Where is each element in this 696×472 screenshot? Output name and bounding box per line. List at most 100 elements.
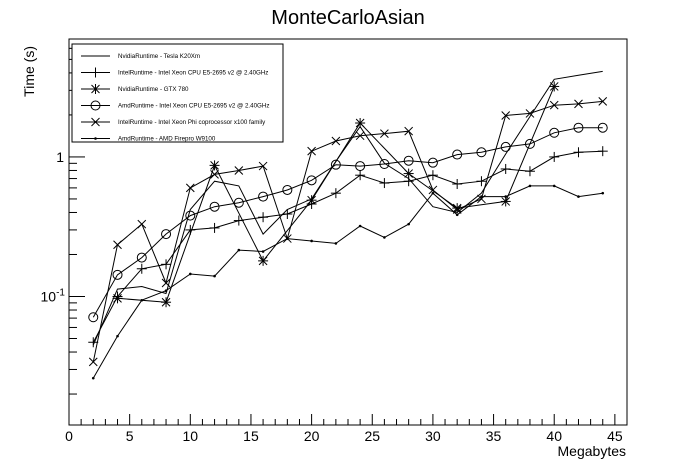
data-point — [601, 191, 605, 195]
data-point — [113, 240, 122, 250]
series — [91, 184, 605, 380]
x-tick-label: 40 — [546, 428, 562, 444]
data-point — [403, 155, 414, 166]
data-point — [137, 219, 147, 229]
data-point — [452, 178, 463, 189]
data-point — [112, 269, 123, 280]
legend-label: IntelRuntime - Intel Xeon CPU E5-2695 v2… — [118, 70, 268, 77]
x-axis: 0 5 10 15 20 25 30 35 40 45 — [65, 414, 628, 444]
data-point — [549, 81, 560, 92]
data-point — [234, 166, 244, 175]
data-point — [355, 131, 365, 141]
legend-marker — [90, 84, 101, 94]
legend-marker — [94, 137, 97, 140]
legend-label: IntelRuntime - Intel Xeon Phi coprocesso… — [118, 119, 266, 126]
data-point — [140, 298, 144, 302]
data-point — [88, 312, 99, 323]
data-point — [379, 178, 390, 189]
data-point — [525, 109, 535, 118]
data-point — [403, 168, 414, 179]
data-point — [258, 255, 269, 266]
series-layer — [88, 70, 608, 380]
data-point — [233, 197, 244, 208]
data-point — [358, 224, 362, 228]
data-point — [88, 357, 98, 367]
data-point — [455, 213, 459, 217]
data-point — [161, 229, 172, 240]
data-point — [331, 136, 341, 146]
data-point — [91, 376, 95, 380]
series-line — [117, 86, 555, 303]
legend-marker — [90, 67, 101, 78]
data-point — [355, 118, 366, 129]
series-line — [92, 70, 603, 346]
y-axis: 10-1 1 — [41, 38, 85, 395]
data-point — [380, 129, 389, 138]
series — [112, 81, 560, 308]
data-point — [307, 146, 316, 156]
legend-label: NvidiaRuntime - Tesla K20Xm — [118, 53, 200, 60]
data-point — [428, 185, 438, 195]
data-point — [383, 236, 386, 239]
data-point — [282, 209, 293, 220]
data-point — [136, 263, 147, 274]
legend-marker — [90, 100, 101, 111]
series — [88, 122, 608, 323]
data-point — [209, 201, 220, 212]
x-tick-label: 5 — [126, 428, 134, 444]
data-point — [161, 259, 172, 270]
chart-title: MonteCarloAsian — [271, 7, 424, 29]
legend-entry: IntelRuntime - Intel Xeon CPU E5-2695 v2… — [81, 67, 268, 78]
data-point — [577, 195, 580, 198]
x-tick-label: 0 — [65, 428, 73, 444]
data-point — [427, 157, 438, 168]
data-point — [112, 293, 123, 304]
data-point — [306, 195, 317, 206]
data-point — [88, 337, 99, 348]
data-point — [500, 196, 511, 207]
data-point — [597, 122, 608, 133]
data-point — [452, 149, 463, 160]
data-point — [355, 170, 366, 181]
data-point — [598, 97, 608, 106]
data-point — [189, 272, 192, 276]
data-point — [161, 278, 171, 288]
data-point — [213, 274, 216, 278]
data-point — [597, 146, 608, 157]
data-point — [504, 195, 507, 198]
data-point — [286, 237, 289, 240]
series-line — [92, 100, 603, 363]
legend-entry: NvidiaRuntime - GTX 780 — [81, 84, 189, 94]
x-tick-label: 25 — [364, 428, 380, 444]
data-point — [261, 250, 265, 253]
data-point — [476, 147, 487, 158]
series — [92, 70, 603, 346]
data-point — [500, 141, 511, 152]
data-point — [330, 188, 341, 199]
data-point — [258, 161, 268, 171]
data-point — [164, 289, 168, 293]
data-point — [476, 176, 487, 187]
data-point — [185, 183, 195, 193]
x-tick-label: 15 — [243, 428, 259, 444]
data-point — [209, 222, 220, 233]
data-point — [480, 195, 483, 198]
data-point — [501, 111, 511, 120]
data-point — [258, 212, 269, 223]
data-point — [306, 175, 317, 186]
data-point — [431, 191, 435, 195]
data-point — [185, 210, 196, 221]
data-point — [330, 159, 341, 170]
x-tick-label: 20 — [304, 428, 320, 444]
data-point — [282, 184, 293, 195]
data-point — [452, 203, 463, 214]
legend-label: AmdRuntime - Intel Xeon CPU E5-2695 v2 @… — [118, 103, 269, 110]
data-point — [573, 122, 584, 133]
series-line — [92, 185, 603, 379]
data-point — [310, 239, 313, 243]
y-tick-label: 1 — [56, 149, 64, 165]
series — [88, 146, 608, 348]
data-point — [549, 127, 560, 138]
data-point — [209, 160, 220, 171]
legend-entry: AmdRuntime - AMD Firepro W9100 — [81, 136, 216, 143]
